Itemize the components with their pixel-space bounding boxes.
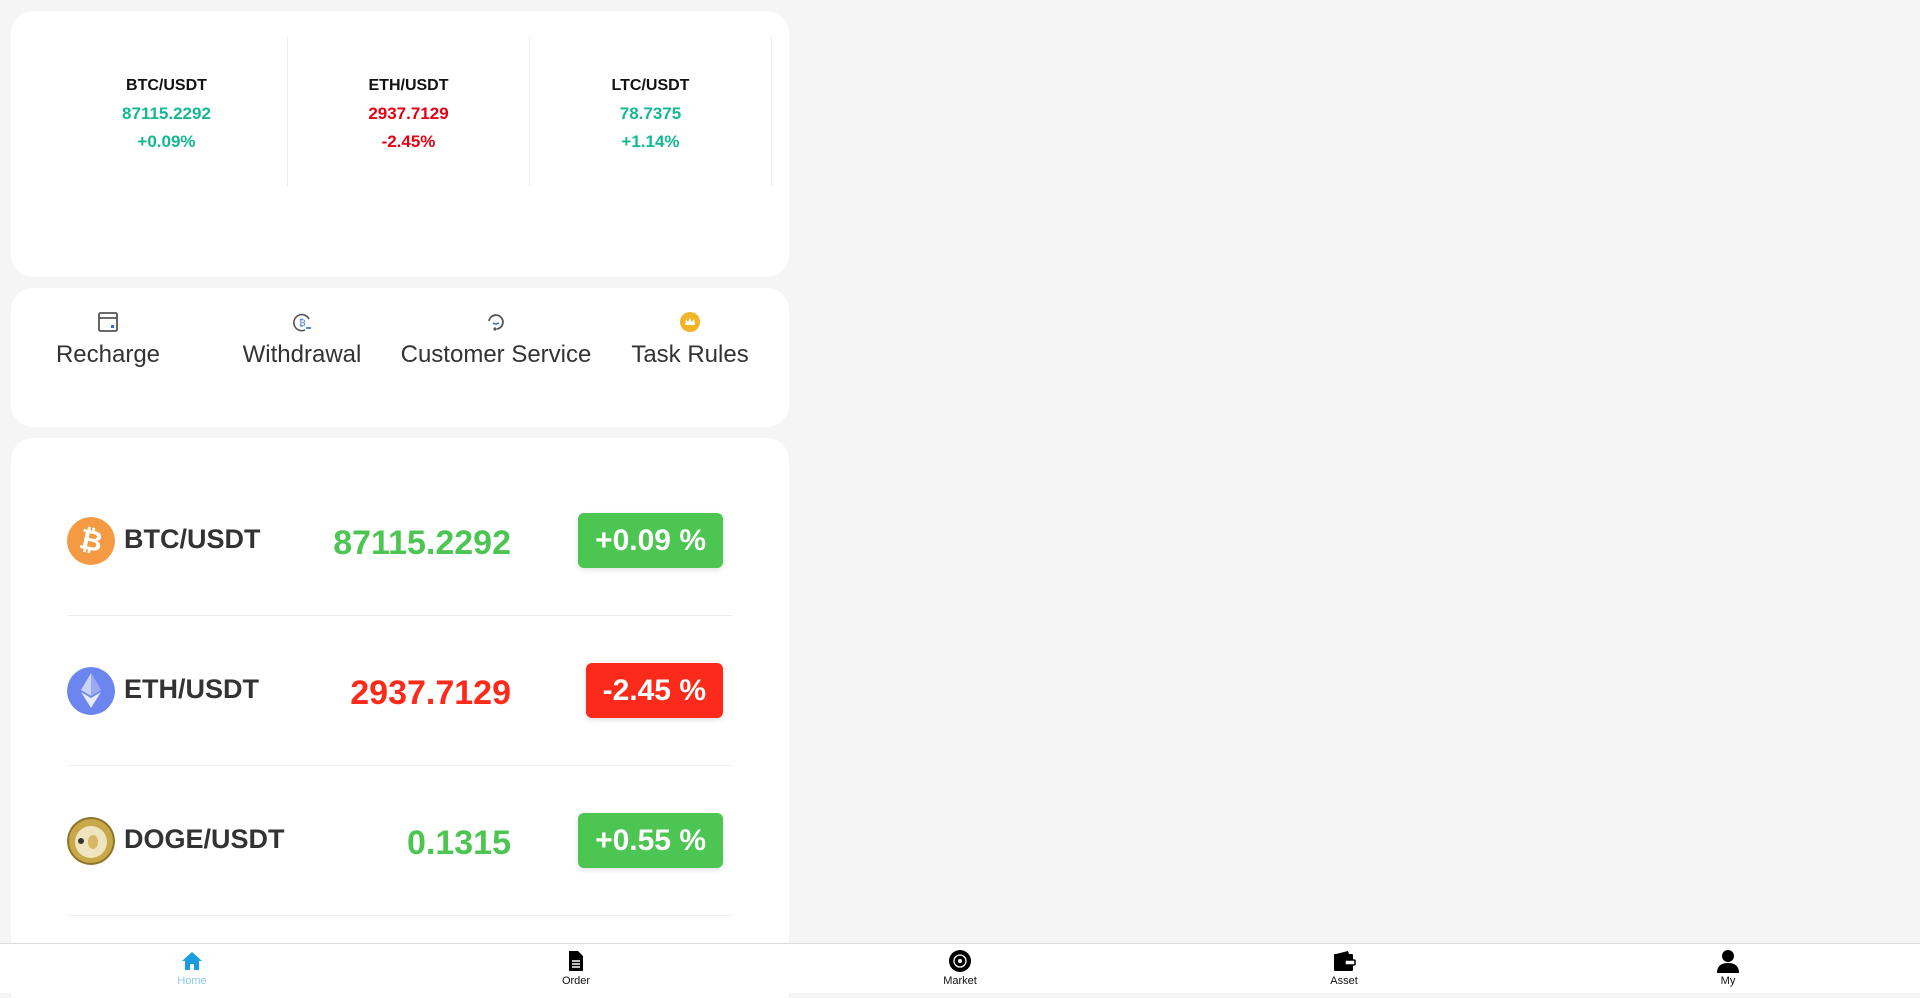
- menu-recharge[interactable]: Recharge: [11, 311, 205, 370]
- ticker-ltc[interactable]: LTC/USDT 78.7375 +1.14%: [530, 36, 772, 186]
- headset-icon: [488, 314, 504, 331]
- bottom-nav: Home Order Market Asset My: [0, 943, 1920, 993]
- change-badge: +0.09 %: [578, 513, 723, 568]
- market-list: ₿ BTC/USDT 87115.2292 +0.09 % ETH/USDT 2…: [11, 438, 789, 998]
- menu-customer-service[interactable]: Customer Service: [399, 311, 593, 370]
- ticker-btc[interactable]: BTC/USDT 87115.2292 +0.09%: [46, 36, 288, 186]
- wallet-icon: [98, 312, 118, 332]
- market-icon: [949, 950, 971, 972]
- change-badge: +0.55 %: [578, 813, 723, 868]
- nav-my[interactable]: My: [1536, 944, 1920, 993]
- nav-market[interactable]: Market: [768, 944, 1152, 993]
- quick-menu: Recharge ₿ Withdrawal Customer Service T…: [11, 288, 789, 427]
- market-row-eth[interactable]: ETH/USDT 2937.7129 -2.45 %: [67, 616, 733, 766]
- market-row-btc[interactable]: ₿ BTC/USDT 87115.2292 +0.09 %: [67, 466, 733, 616]
- nav-asset[interactable]: Asset: [1152, 944, 1536, 993]
- crown-icon: [680, 312, 700, 332]
- menu-task-rules[interactable]: Task Rules: [593, 311, 787, 370]
- wallet-icon: [1334, 951, 1356, 971]
- ethereum-icon: [67, 667, 115, 715]
- nav-order[interactable]: Order: [384, 944, 768, 993]
- home-icon: [182, 952, 202, 970]
- svg-text:₿: ₿: [299, 318, 306, 328]
- change-badge: -2.45 %: [585, 663, 723, 718]
- document-icon: [569, 951, 583, 971]
- market-row-doge[interactable]: DOGE/USDT 0.1315 +0.55 %: [67, 766, 733, 916]
- menu-withdrawal[interactable]: ₿ Withdrawal: [205, 311, 399, 370]
- user-icon: [1717, 950, 1739, 973]
- nav-home[interactable]: Home: [0, 944, 384, 993]
- bitcoin-icon: ₿: [67, 517, 115, 565]
- dogecoin-icon: [67, 817, 115, 865]
- ticker-eth[interactable]: ETH/USDT 2937.7129 -2.45%: [288, 36, 530, 186]
- ticker-card: BTC/USDT 87115.2292 +0.09% ETH/USDT 2937.71…: [11, 11, 789, 277]
- bitcoin-withdraw-icon: ₿: [293, 313, 311, 332]
